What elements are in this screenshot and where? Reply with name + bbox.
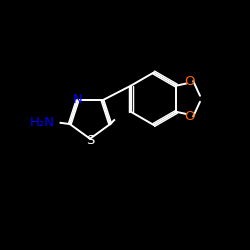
Text: O: O <box>184 75 195 88</box>
Text: S: S <box>86 134 94 147</box>
Text: O: O <box>184 110 195 123</box>
Text: N: N <box>73 93 83 106</box>
Text: H₂N: H₂N <box>30 116 55 129</box>
